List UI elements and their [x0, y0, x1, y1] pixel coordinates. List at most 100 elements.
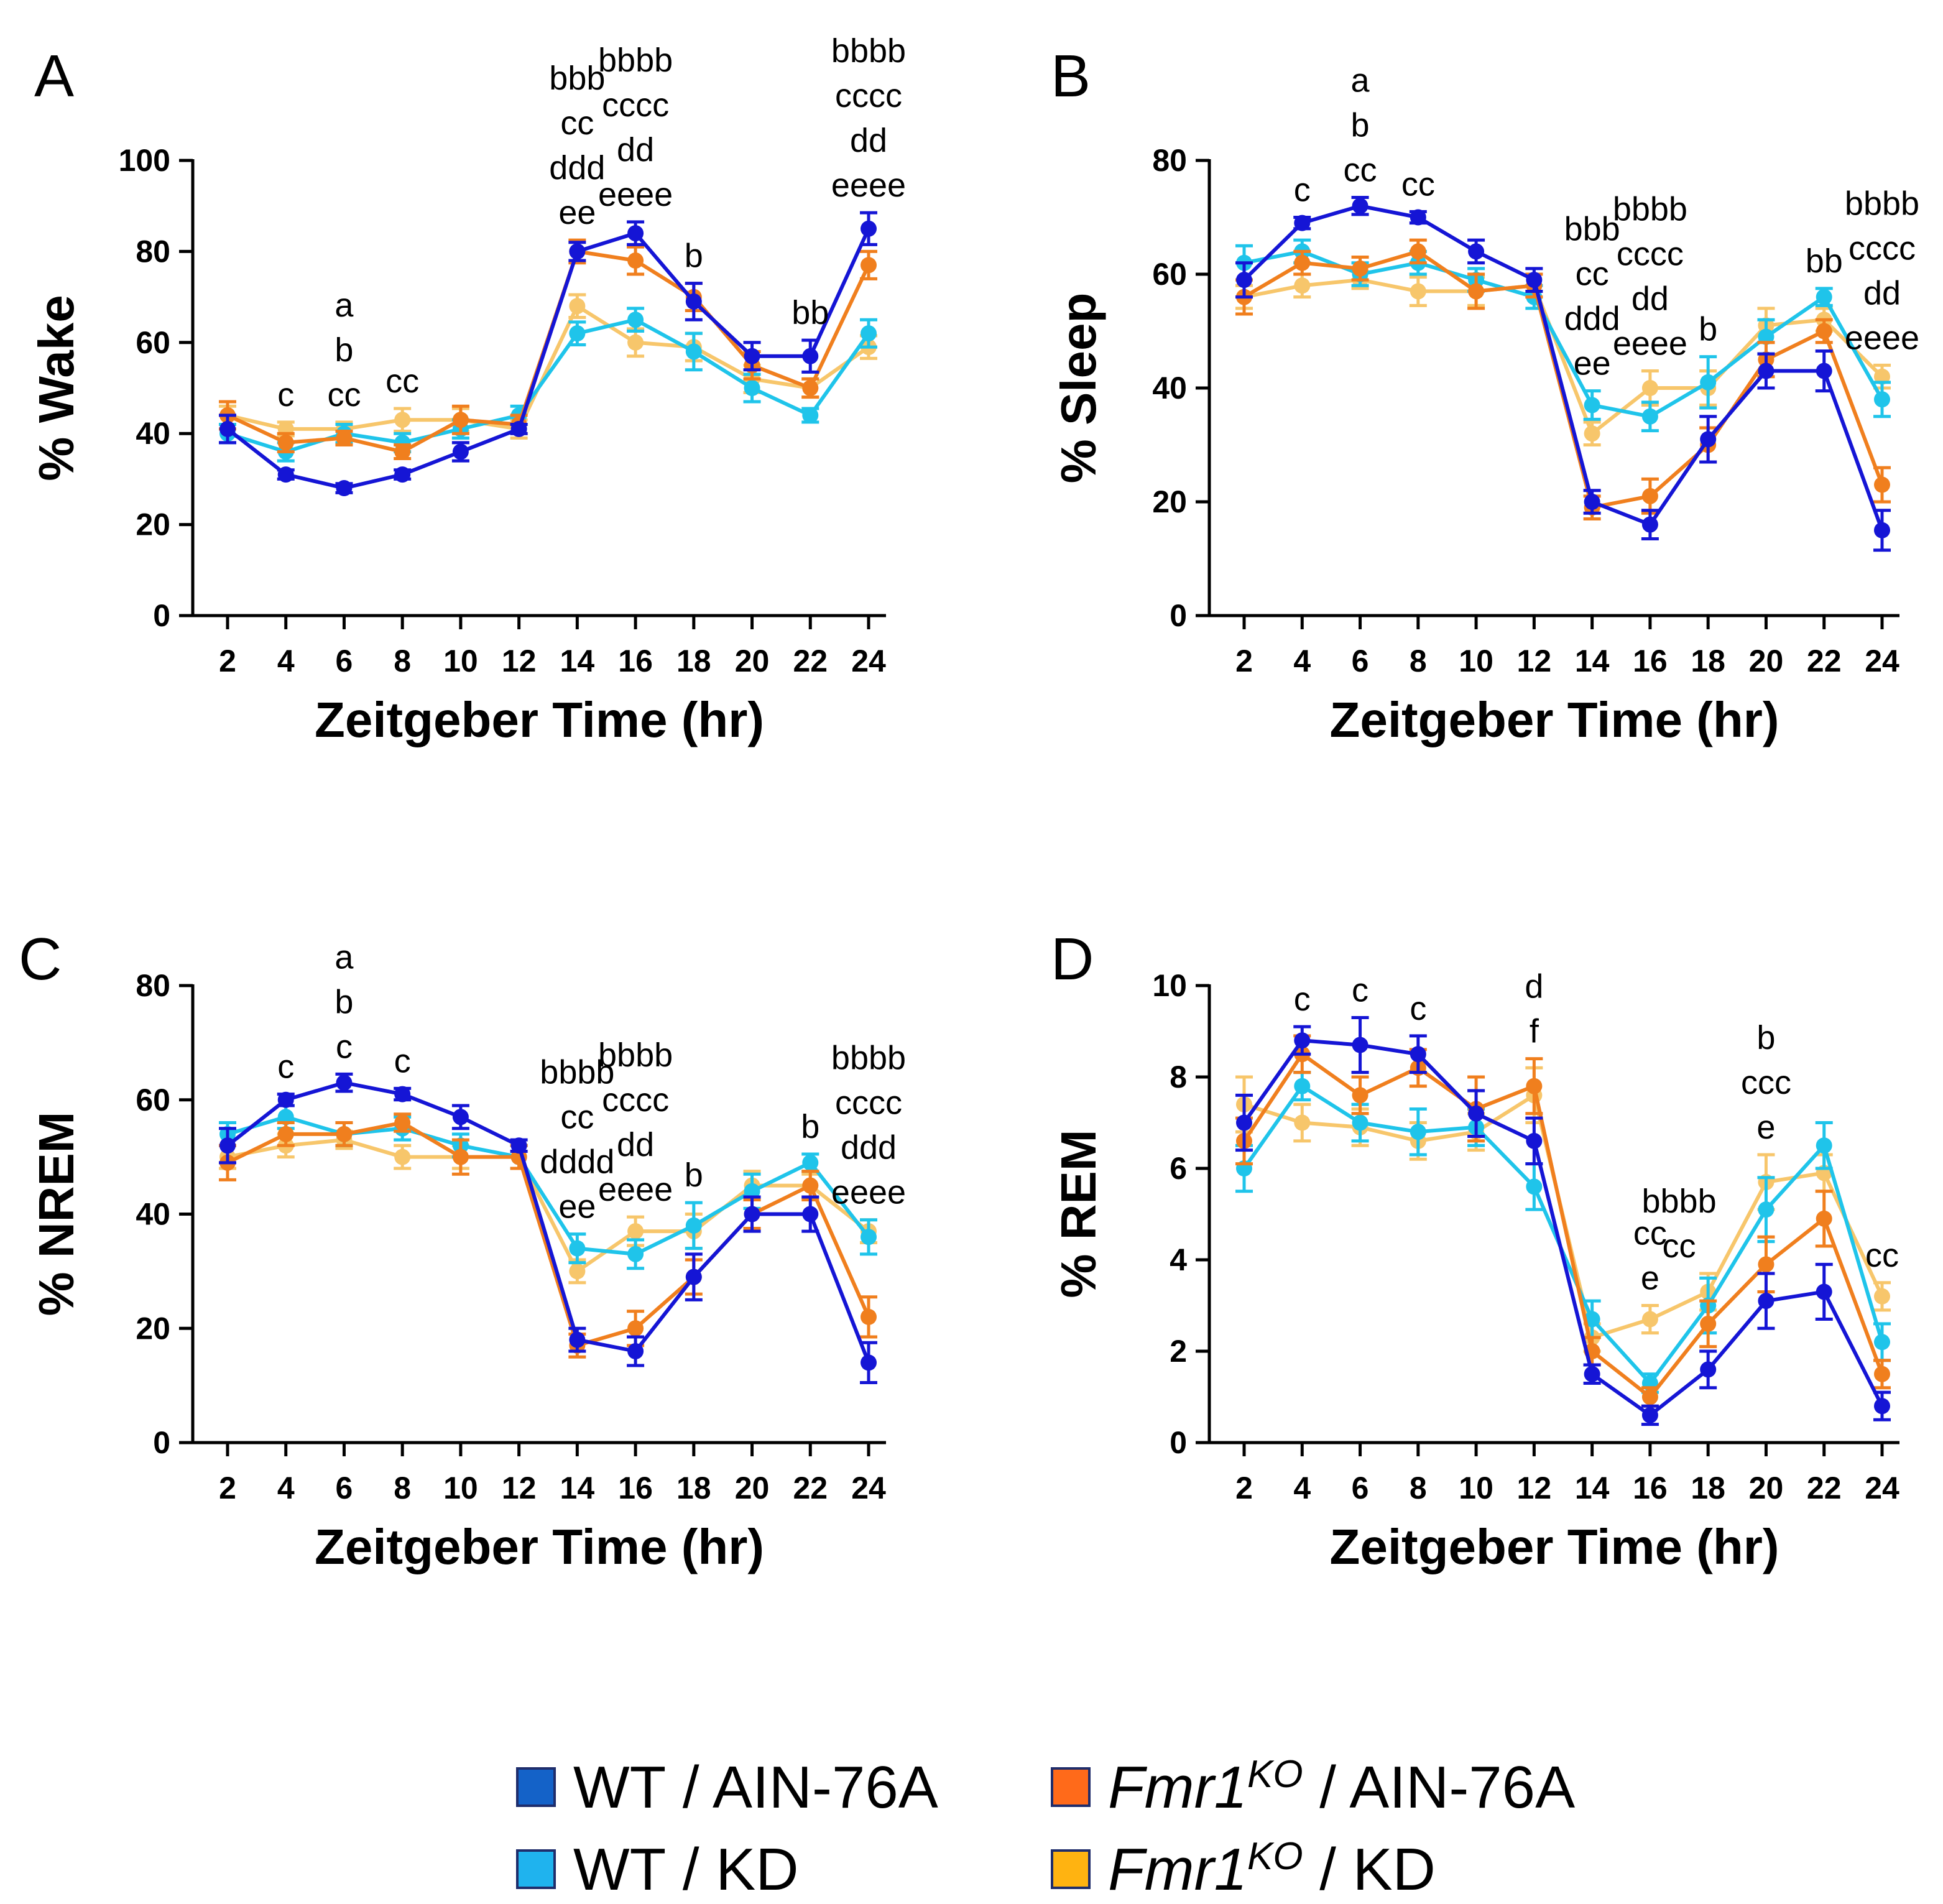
x-tick-label: 6 — [336, 1471, 353, 1505]
x-tick-label: 22 — [1807, 644, 1842, 678]
data-point — [802, 348, 819, 364]
legend-swatch-fmr1ko-ain76a — [1051, 1767, 1091, 1807]
data-point — [1526, 1078, 1543, 1094]
data-point — [1294, 254, 1311, 271]
significance-label: ccc — [1741, 1064, 1791, 1101]
significance-label: bbbb — [1641, 1183, 1716, 1220]
x-tick-label: 18 — [676, 1471, 711, 1505]
data-point — [802, 1177, 819, 1194]
series-fmr1ko-kd — [1235, 269, 1891, 446]
x-axis-title: Zeitgeber Time (hr) — [1329, 1519, 1779, 1574]
x-tick-label: 6 — [1352, 1471, 1369, 1505]
x-tick-label: 8 — [1410, 644, 1427, 678]
data-point — [1641, 516, 1658, 533]
data-point — [1816, 323, 1832, 340]
series-wt-ain-76a — [219, 211, 877, 497]
x-tick-label: 10 — [1459, 644, 1493, 678]
significance-label: ddd — [549, 149, 605, 187]
significance-label: b — [801, 1108, 819, 1145]
data-point — [685, 293, 702, 310]
data-point — [802, 1206, 819, 1222]
x-tick-label: 4 — [277, 1471, 295, 1505]
y-tick-label: 0 — [153, 1425, 170, 1460]
data-point — [1816, 363, 1832, 379]
x-tick-label: 4 — [1293, 1471, 1311, 1505]
x-tick-label: 2 — [1235, 1471, 1253, 1505]
series-line — [227, 318, 870, 454]
significance-label: dddd — [540, 1144, 614, 1181]
significance-label: eeee — [598, 1171, 673, 1208]
significance-label: cc — [1865, 1237, 1899, 1274]
x-tick-label: 8 — [394, 1471, 411, 1505]
data-point — [685, 1217, 702, 1234]
significance-label: ee — [558, 194, 596, 231]
series-line — [1242, 1052, 1884, 1399]
y-tick-label: 0 — [153, 598, 170, 633]
significance-label: cc — [560, 1099, 594, 1136]
y-tick-label: 0 — [1170, 598, 1187, 633]
data-point — [277, 1125, 294, 1142]
panel-letter: D — [1051, 926, 1094, 992]
data-point — [1236, 1114, 1252, 1131]
data-point — [1874, 368, 1890, 385]
data-point — [1874, 1398, 1890, 1415]
data-point — [1294, 1078, 1311, 1094]
data-point — [861, 257, 877, 274]
x-tick-label: 16 — [1633, 644, 1668, 678]
data-point — [1700, 431, 1717, 448]
significance-label: cccc — [835, 77, 902, 114]
significance-label: a — [335, 938, 354, 976]
x-tick-label: 14 — [560, 644, 595, 678]
x-axis-title: Zeitgeber Time (hr) — [1329, 692, 1779, 747]
x-tick-label: 18 — [1691, 644, 1725, 678]
significance-label: ddd — [841, 1129, 897, 1167]
x-tick-label: 2 — [219, 644, 236, 678]
series-line — [1242, 1038, 1884, 1417]
data-point — [1758, 328, 1775, 345]
y-axis-title: % REM — [1051, 1129, 1106, 1298]
significance-label: f — [1530, 1013, 1539, 1050]
data-point — [394, 1114, 411, 1131]
y-axis-title: % Wake — [29, 295, 84, 481]
significance-label: b — [1756, 1019, 1775, 1056]
legend-label-fmr1ko-ain76a: Fmr1KO / AIN-76A — [1108, 1753, 1576, 1821]
series-wt-ain-76a — [1235, 1015, 1891, 1426]
data-point — [336, 1074, 353, 1091]
series-wt-kd — [1235, 1071, 1891, 1394]
data-point — [1816, 1210, 1832, 1227]
significance-label: c — [336, 1028, 353, 1065]
legend-entry-fmr1ko-kd: Fmr1KO / KD — [1051, 1834, 1436, 1904]
data-point — [569, 325, 586, 342]
significance-label: bbb — [549, 60, 605, 97]
series-line — [1243, 249, 1884, 510]
data-point — [1294, 1032, 1311, 1049]
data-point — [1236, 272, 1252, 289]
y-tick-label: 60 — [1152, 257, 1187, 292]
data-point — [1816, 289, 1832, 305]
significance-label: b — [1351, 106, 1370, 144]
significance-label: bbbb — [540, 1054, 614, 1091]
x-tick-label: 14 — [1575, 1471, 1610, 1505]
significance-label: cc — [1576, 256, 1609, 293]
significance-label: b — [335, 983, 353, 1020]
series-line — [226, 1081, 870, 1364]
data-point — [1584, 494, 1600, 510]
x-tick-label: 20 — [735, 1471, 770, 1505]
data-point — [336, 430, 353, 446]
y-tick-label: 40 — [136, 1197, 170, 1232]
y-tick-label: 10 — [1152, 968, 1187, 1003]
data-point — [219, 1137, 236, 1154]
data-point — [1874, 1334, 1890, 1351]
data-point — [1352, 1037, 1368, 1053]
significance-label: b — [685, 1157, 703, 1194]
significance-label: cc — [1401, 165, 1435, 203]
data-point — [861, 1354, 877, 1371]
significance-label: cccc — [602, 86, 669, 124]
x-tick-label: 20 — [1749, 1471, 1784, 1505]
y-tick-label: 20 — [1152, 484, 1187, 519]
y-tick-label: 80 — [136, 968, 170, 1003]
data-point — [569, 1263, 586, 1280]
data-point — [1641, 380, 1658, 396]
y-tick-label: 2 — [1170, 1334, 1187, 1369]
data-point — [1874, 522, 1890, 538]
